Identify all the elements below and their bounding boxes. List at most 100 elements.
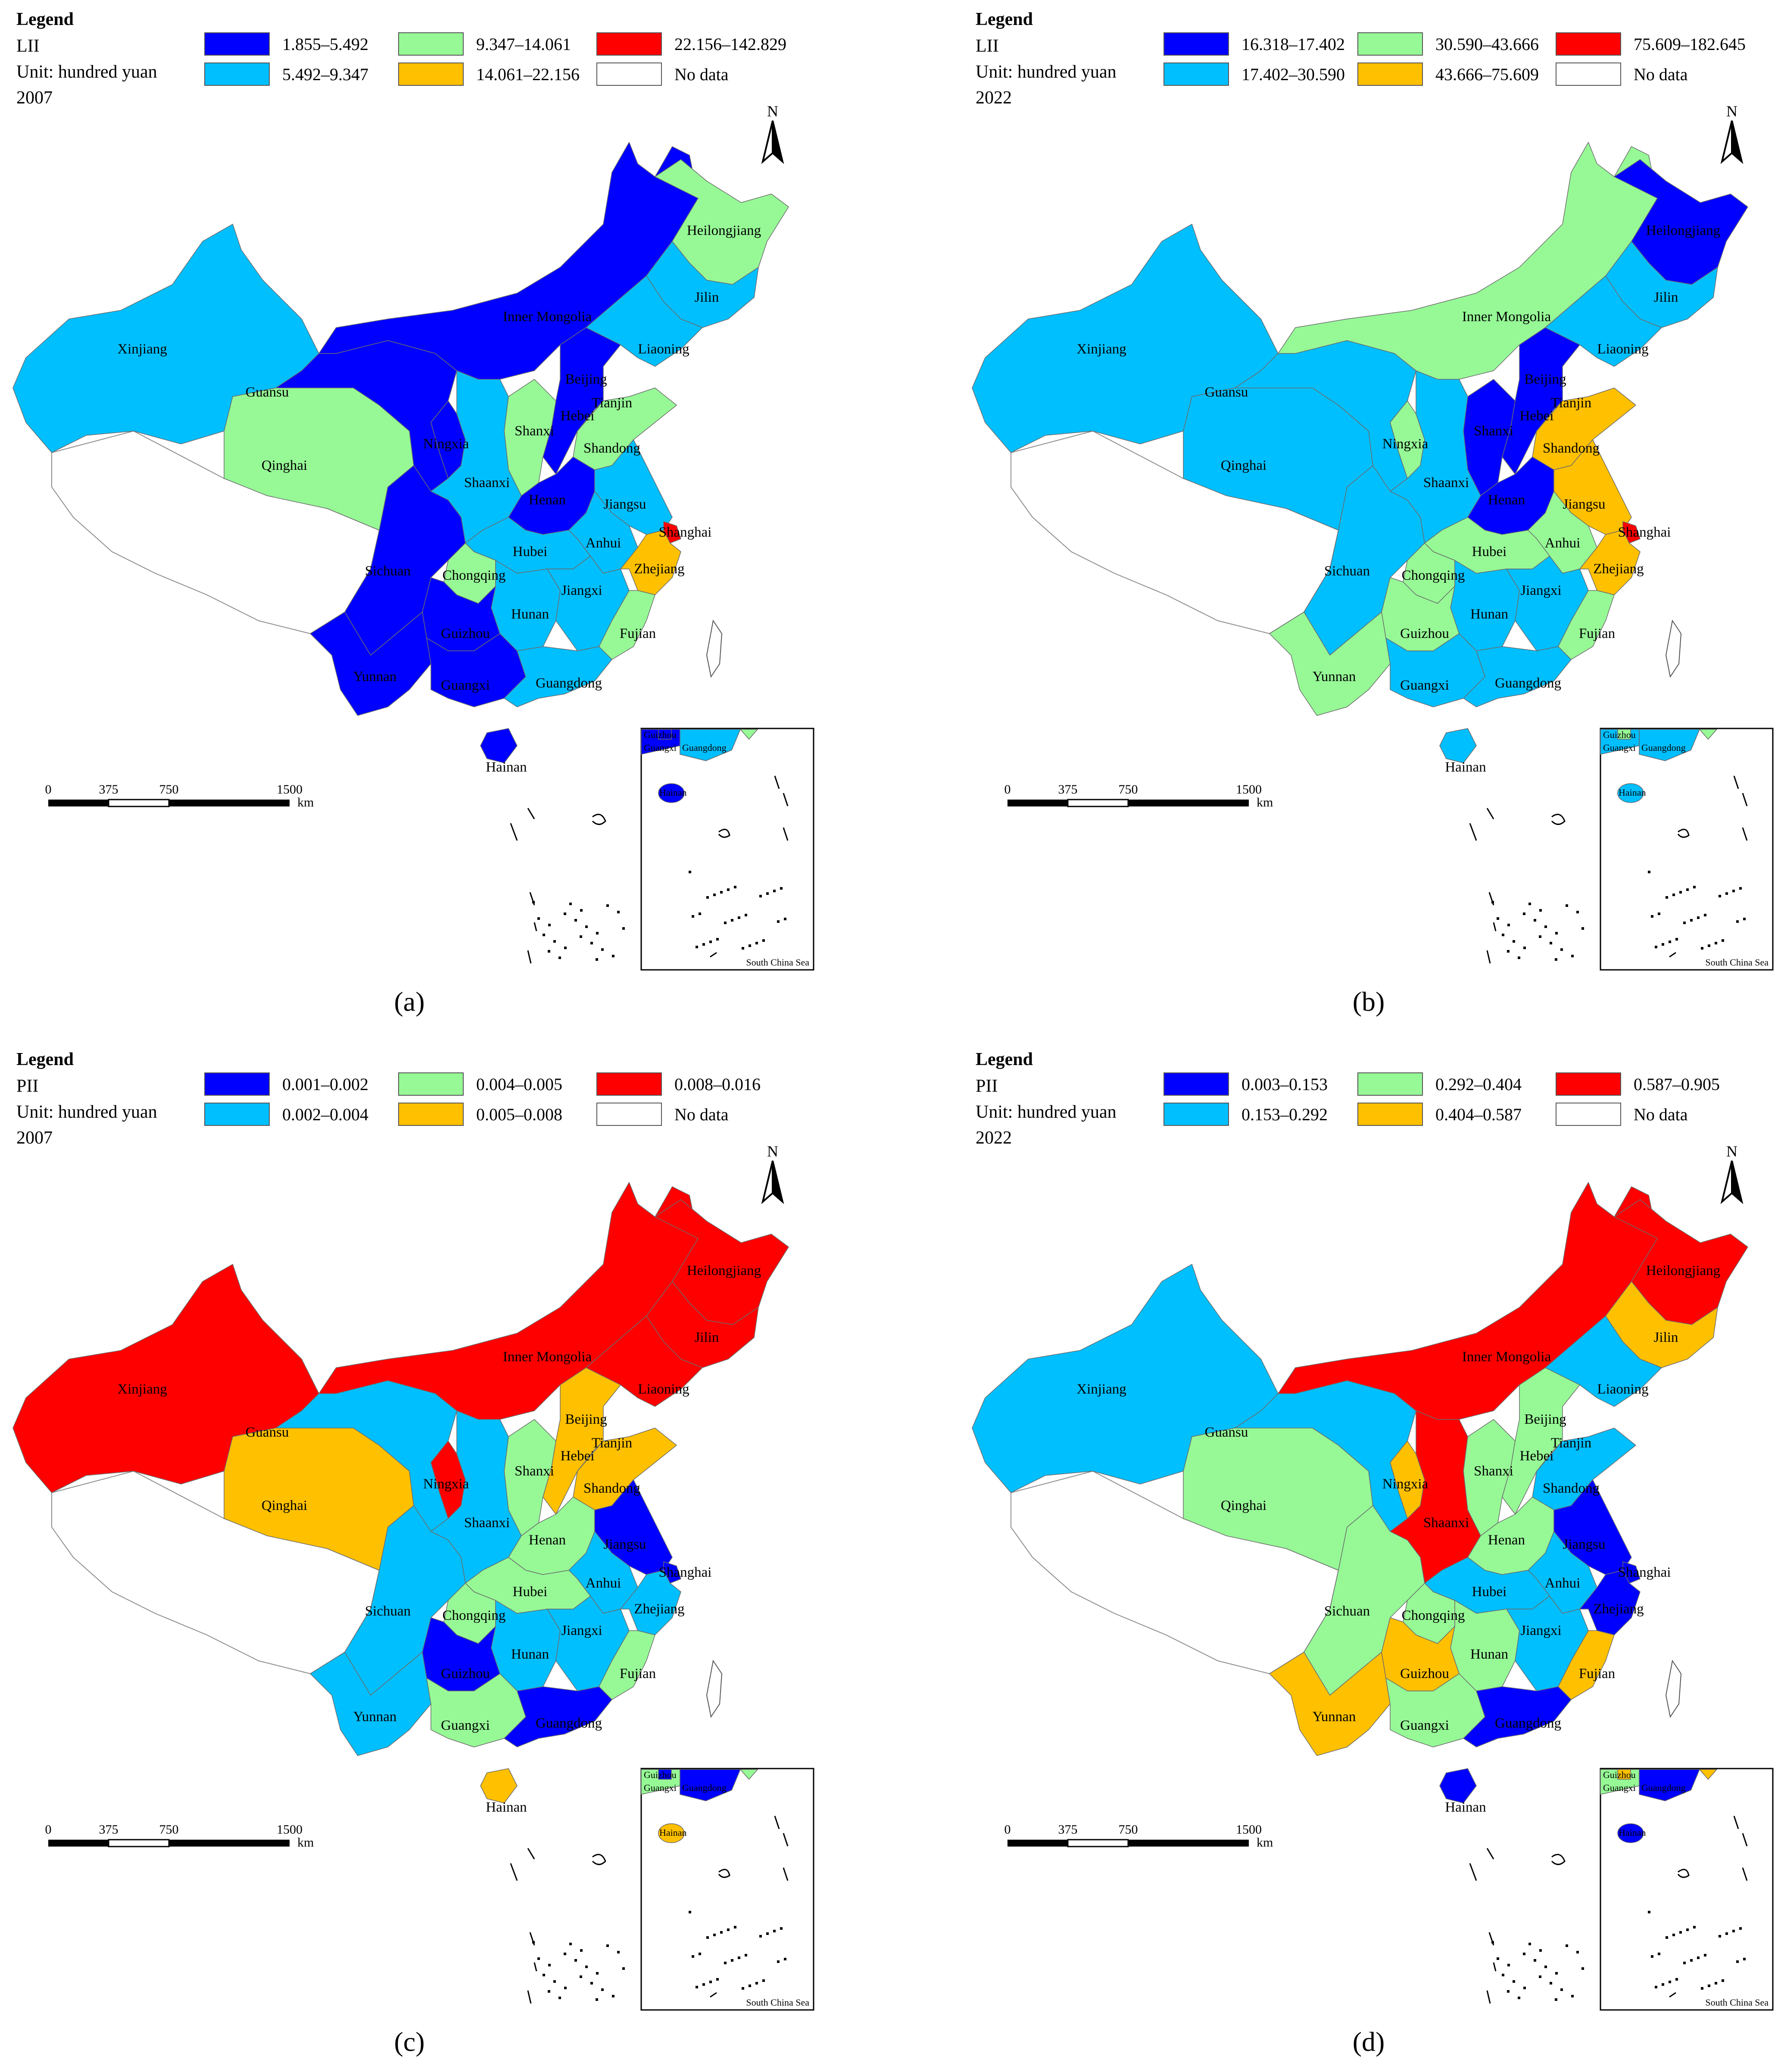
inset-label-hainan: Hainan: [1619, 1827, 1646, 1838]
province-label-shaanxi: Shaanxi: [464, 475, 510, 491]
legend-swatch-2: [1357, 1072, 1423, 1096]
province-label-shanxi: Shanxi: [1474, 423, 1513, 439]
indicator-label: PII: [976, 1076, 998, 1096]
legend: Legend LII Unit: hundred yuan 2007 1.855–5.4…: [16, 9, 786, 108]
province-label-jilin: Jilin: [1654, 290, 1678, 305]
province-label-guangxi: Guangxi: [1400, 678, 1449, 693]
legend-class-3: 14.061–22.156: [476, 65, 580, 84]
inset-label: South China Sea: [746, 1997, 809, 2008]
indicator-label: LII: [976, 36, 999, 56]
legend-class-1: 0.153–0.292: [1241, 1105, 1328, 1124]
inset-label-guangdong: Guangdong: [682, 742, 727, 753]
inset-label-guangdong: Guangdong: [1641, 1782, 1686, 1793]
province-label-shanghai: Shanghai: [659, 525, 712, 540]
indicator-label: LII: [16, 36, 40, 56]
scale-tick-3: 1500: [1236, 1822, 1262, 1837]
legend-title: Legend: [16, 9, 74, 29]
province-label-jiangsu: Jiangsu: [1563, 1537, 1606, 1552]
legend-class-4: 0.008–0.016: [674, 1075, 761, 1094]
legend-class-2: 0.004–0.005: [476, 1075, 562, 1094]
legend-swatch-0: [204, 32, 270, 56]
legend-swatch-2: [398, 32, 464, 56]
north-label: N: [767, 103, 778, 120]
unit-label: Unit: hundred yuan: [976, 62, 1117, 82]
scale-tick-2: 750: [159, 782, 179, 797]
inset-label-hainan: Hainan: [659, 1827, 687, 1838]
scale-tick-3: 1500: [1236, 782, 1262, 797]
inset-south-china-sea: Guizhou Guangxi Guangdong Hainan South China…: [1600, 728, 1774, 971]
map-panel-b: Legend LII Unit: hundred yuan 2022 16.318–17…: [972, 9, 1774, 1017]
province-label-fujian: Fujian: [620, 626, 656, 641]
province-label-guizhou: Guizhou: [441, 1666, 490, 1681]
province-label-qinghai: Qinghai: [262, 1498, 307, 1513]
province-label-shaanxi: Shaanxi: [1423, 475, 1469, 491]
province-label-jiangsu: Jiangsu: [604, 497, 646, 512]
inset-label: South China Sea: [1705, 957, 1769, 968]
province-label-liaoning: Liaoning: [1597, 341, 1648, 357]
province-label-tianjin: Tianjin: [592, 1435, 632, 1451]
province-label-chongqing: Chongqing: [1402, 1608, 1465, 1623]
scale-tick-2: 750: [1119, 782, 1138, 797]
scale-unit: km: [1257, 795, 1273, 809]
inset-label: South China Sea: [746, 957, 809, 968]
province-guangdong: [1463, 1686, 1572, 1747]
legend-swatch-0: [1163, 32, 1229, 56]
province-hainan: [1439, 728, 1477, 763]
legend-class-3: 0.005–0.008: [476, 1105, 562, 1124]
province-label-zhejiang: Zhejiang: [1593, 1601, 1644, 1617]
legend-class-1: 0.002–0.004: [282, 1105, 368, 1124]
province-label-shanxi: Shanxi: [515, 1463, 554, 1479]
province-label-hunan: Hunan: [1470, 1647, 1508, 1662]
north-arrow-icon: N: [761, 1143, 784, 1204]
province-label-hebei: Hebei: [1520, 1448, 1554, 1464]
province-label-jiangsu: Jiangsu: [604, 1537, 646, 1552]
north-arrow-icon: N: [761, 103, 784, 164]
province-fujian: [1558, 590, 1615, 660]
legend-swatch-5: [1556, 63, 1621, 86]
legend-swatch-2: [398, 1072, 464, 1096]
province-label-shanghai: Shanghai: [659, 1565, 712, 1580]
legend-class-0: 0.003–0.153: [1241, 1075, 1328, 1094]
province-label-hainan: Hainan: [486, 1800, 527, 1815]
inset-label-guangxi: Guangxi: [644, 742, 677, 753]
province-label-hainan: Hainan: [1445, 1800, 1486, 1815]
inset-label-guizhou: Guizhou: [1603, 729, 1636, 740]
province-label-hubei: Hubei: [1472, 544, 1507, 559]
province-label-beijing: Beijing: [1524, 372, 1566, 387]
province-label-jilin: Jilin: [695, 290, 719, 305]
province-label-hubei: Hubei: [513, 1584, 548, 1600]
legend-class-0: 0.001–0.002: [282, 1075, 368, 1094]
inset-south-china-sea: Guizhou Guangxi Guangdong Hainan South China…: [640, 1768, 814, 2011]
legend-class-4: 22.156–142.829: [674, 34, 786, 54]
inset-label-guizhou: Guizhou: [644, 1769, 677, 1780]
legend-swatch-3: [398, 63, 464, 86]
province-label-sichuan: Sichuan: [365, 563, 411, 579]
province-label-shanxi: Shanxi: [1474, 1463, 1513, 1479]
province-label-inner-mongolia: Inner Mongolia: [503, 1349, 592, 1365]
province-label-inner-mongolia: Inner Mongolia: [1462, 309, 1551, 325]
scale-tick-1: 375: [1058, 1822, 1078, 1837]
legend-swatch-3: [1357, 63, 1423, 86]
north-arrow-icon: N: [1720, 103, 1744, 164]
province-label-fujian: Fujian: [620, 1666, 656, 1681]
province-label-henan: Henan: [1488, 492, 1525, 508]
inset-south-china-sea: Guizhou Guangxi Guangdong Hainan South China…: [640, 728, 814, 971]
legend-title: Legend: [976, 9, 1033, 29]
province-label-heilongjiang: Heilongjiang: [1646, 223, 1720, 238]
legend-swatch-1: [204, 1103, 270, 1126]
legend-swatch-4: [596, 1072, 662, 1096]
province-label-qinghai: Qinghai: [1221, 1498, 1266, 1513]
year-label: 2007: [16, 88, 53, 108]
panel-caption: (c): [394, 2026, 424, 2057]
province-zhejiang: [620, 1570, 681, 1635]
province-label-jilin: Jilin: [1654, 1330, 1678, 1345]
province-label-zhejiang: Zhejiang: [1593, 561, 1644, 577]
province-label-hunan: Hunan: [1470, 606, 1508, 622]
legend-class-0: 1.855–5.492: [282, 34, 368, 54]
province-guangdong: [1463, 646, 1572, 707]
taiwan-outline: [1665, 619, 1682, 678]
map-panel-c: Legend PII Unit: hundred yuan 2007 0.001–0.0…: [12, 1050, 814, 2057]
unit-label: Unit: hundred yuan: [16, 62, 157, 82]
